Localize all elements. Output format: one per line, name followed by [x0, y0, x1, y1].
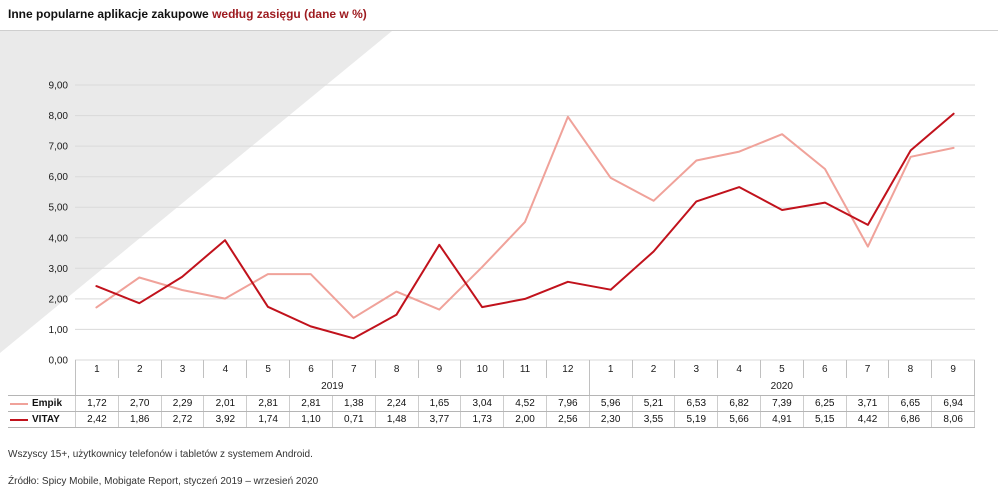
table-value: 2,01 — [204, 396, 248, 411]
table-value: 2,56 — [547, 412, 590, 427]
table-value: 6,53 — [675, 396, 719, 411]
y-axis-tick-label: 1,00 — [49, 325, 69, 336]
x-axis-month-label: 1 — [590, 360, 633, 378]
table-value: 0,71 — [333, 412, 376, 427]
x-axis-month-label: 1 — [76, 360, 119, 378]
legend-label: VITAY — [32, 414, 60, 425]
x-axis-month-label: 12 — [547, 360, 590, 378]
y-axis-tick-label: 0,00 — [49, 356, 69, 367]
table-value: 1,72 — [76, 396, 119, 411]
x-axis-month-label: 5 — [761, 360, 804, 378]
x-axis-month-label: 3 — [675, 360, 719, 378]
y-axis-tick-label: 2,00 — [49, 294, 69, 305]
table-value: 6,94 — [932, 396, 976, 411]
table-value: 4,42 — [847, 412, 890, 427]
legend-cell: Empik — [8, 396, 75, 411]
table-value: 5,21 — [633, 396, 676, 411]
y-axis-tick-label: 8,00 — [49, 111, 69, 122]
x-axis-month-label: 8 — [889, 360, 933, 378]
table-value: 5,66 — [718, 412, 761, 427]
table-row-vitay: VITAY 2,42 1,86 2,72 3,92 1,74 1,10 0,71 1,48 3,7… — [8, 412, 976, 428]
table-value: 5,15 — [804, 412, 847, 427]
table-value: 6,82 — [718, 396, 761, 411]
x-axis-month-label: 6 — [804, 360, 847, 378]
table-value: 2,42 — [76, 412, 119, 427]
table-value: 1,74 — [247, 412, 291, 427]
table-value: 2,72 — [162, 412, 205, 427]
table-value: 6,25 — [804, 396, 847, 411]
table-value: 6,86 — [889, 412, 933, 427]
audience-note: Wszyscy 15+, użytkownicy telefonów i tab… — [8, 449, 313, 460]
table-value: 3,04 — [461, 396, 505, 411]
legend-line-swatch — [10, 402, 28, 405]
chart-data-table: Empik 1,72 2,70 2,29 2,01 2,81 2,81 1,38 2,24 1,6… — [8, 395, 976, 428]
table-value: 7,39 — [761, 396, 804, 411]
legend-line-swatch — [10, 418, 28, 421]
table-value: 2,29 — [162, 396, 205, 411]
table-value: 1,65 — [419, 396, 462, 411]
table-value: 4,91 — [761, 412, 804, 427]
page-title-main: Inne popularne aplikacje zakupowe — [8, 7, 209, 21]
table-value: 3,71 — [847, 396, 890, 411]
x-axis-month-label: 3 — [162, 360, 205, 378]
table-value: 2,24 — [376, 396, 419, 411]
table-value: 7,96 — [547, 396, 590, 411]
table-value: 2,81 — [290, 396, 333, 411]
x-axis-month-label: 2 — [119, 360, 162, 378]
x-axis-month-row: 1 2 3 4 5 6 7 8 9 10 11 12 1 2 3 4 5 6 7 8 9 — [75, 360, 976, 378]
source-note: Źródło: Spicy Mobile, Mobigate Report, s… — [8, 476, 319, 487]
table-value: 5,19 — [675, 412, 719, 427]
table-value: 2,30 — [590, 412, 633, 427]
table-value: 1,10 — [290, 412, 333, 427]
x-axis-month-label: 6 — [290, 360, 333, 378]
series-line-vitay — [95, 112, 955, 340]
y-axis-tick-label: 6,00 — [49, 172, 69, 183]
legend-label: Empik — [32, 398, 63, 409]
x-axis-month-label: 2 — [633, 360, 676, 378]
y-axis-tick-label: 3,00 — [49, 264, 69, 275]
x-axis-month-label: 7 — [333, 360, 376, 378]
table-value: 4,52 — [504, 396, 547, 411]
x-axis-month-label: 4 — [718, 360, 761, 378]
table-value: 1,38 — [333, 396, 376, 411]
series-line-empik — [95, 115, 955, 319]
table-value: 3,92 — [204, 412, 248, 427]
table-value: 6,65 — [889, 396, 933, 411]
x-axis-month-label: 11 — [504, 360, 547, 378]
page-title: Inne popularne aplikacje zakupowe według… — [8, 7, 367, 21]
x-axis-month-label: 5 — [247, 360, 291, 378]
table-value: 1,86 — [119, 412, 162, 427]
reach-line-chart: 0,00 1,00 2,00 3,00 4,00 5,00 6,00 7,00 8,00 9,00 — [49, 81, 975, 367]
x-axis-month-label: 7 — [847, 360, 890, 378]
table-value: 1,48 — [376, 412, 419, 427]
x-axis-year-label: 2019 — [76, 378, 590, 395]
x-axis-month-label: 10 — [461, 360, 505, 378]
table-value: 1,73 — [461, 412, 505, 427]
y-axis-tick-label: 4,00 — [49, 233, 69, 244]
table-row-empik: Empik 1,72 2,70 2,29 2,01 2,81 2,81 1,38 2,24 1,6… — [8, 396, 976, 412]
title-divider — [0, 30, 998, 31]
table-value: 3,55 — [633, 412, 676, 427]
x-axis-month-label: 4 — [204, 360, 248, 378]
table-value: 2,00 — [504, 412, 547, 427]
x-axis-month-label: 8 — [376, 360, 419, 378]
x-axis-year-label: 2020 — [590, 378, 975, 395]
table-value: 8,06 — [932, 412, 976, 427]
x-axis-month-label: 9 — [419, 360, 462, 378]
table-value: 2,70 — [119, 396, 162, 411]
page-title-sub: według zasięgu (dane w %) — [212, 7, 367, 21]
y-axis-tick-label: 5,00 — [49, 203, 69, 214]
legend-cell: VITAY — [8, 412, 75, 427]
y-axis-tick-label: 9,00 — [49, 81, 69, 92]
table-value: 3,77 — [419, 412, 462, 427]
table-value: 5,96 — [590, 396, 633, 411]
table-value: 2,81 — [247, 396, 291, 411]
y-axis-tick-label: 7,00 — [49, 142, 69, 153]
x-axis-month-label: 9 — [932, 360, 976, 378]
x-axis-year-row: 2019 2020 — [75, 378, 975, 395]
